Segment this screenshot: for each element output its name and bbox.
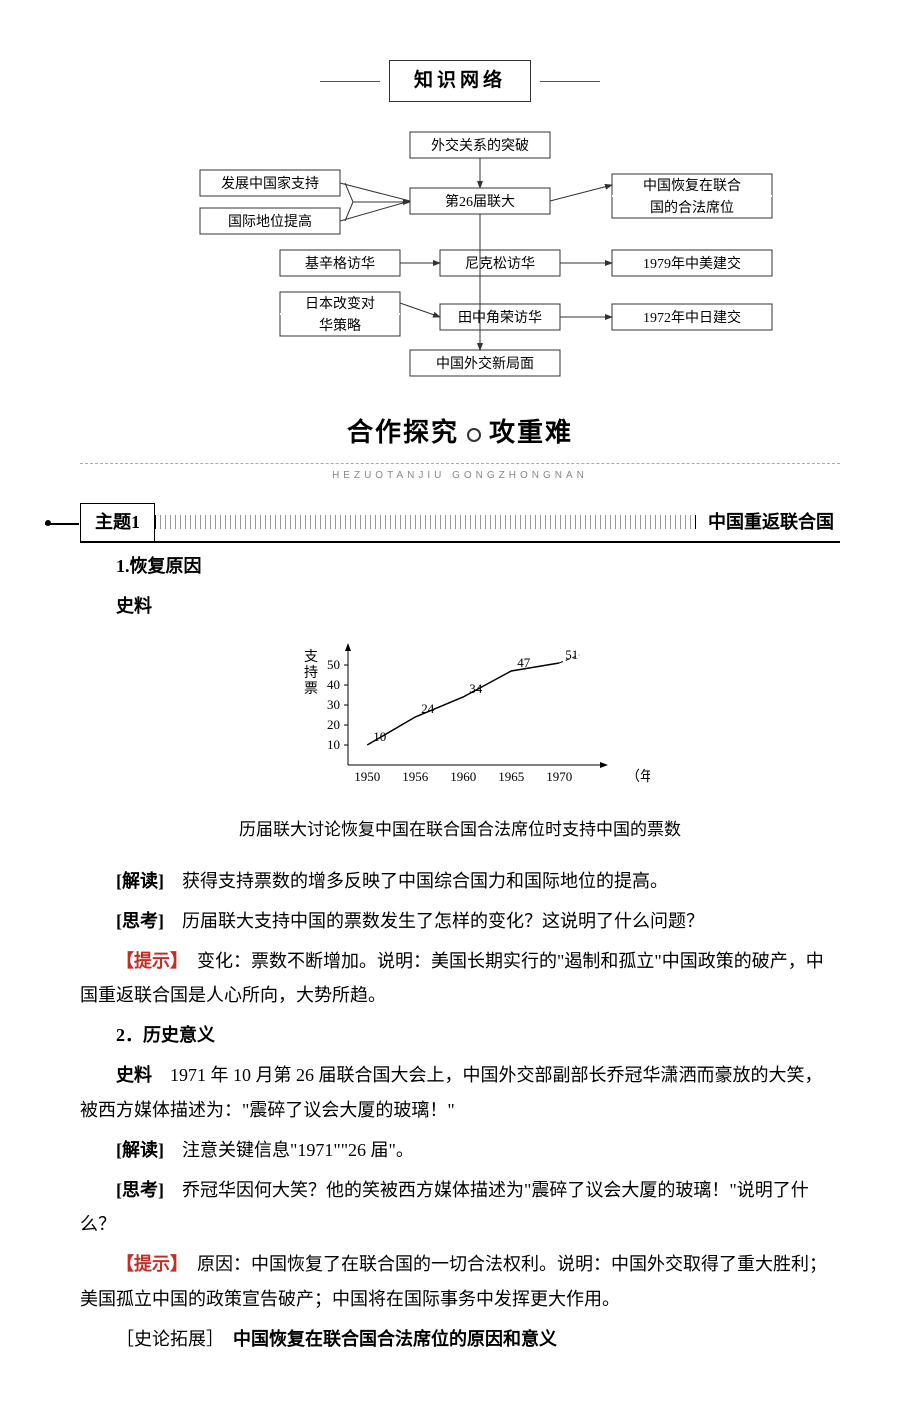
svg-text:田中角荣访华: 田中角荣访华 — [458, 310, 542, 326]
tishi-label: 【提示】 — [116, 951, 179, 971]
s1-jiedu: 获得支持票数的增多反映了中国综合国力和国际地位的提高。 — [182, 871, 668, 891]
svg-text:支: 支 — [304, 649, 318, 665]
svg-text:中国恢复在联合: 中国恢复在联合 — [643, 177, 741, 194]
section-pinyin: HEZUOTANJIU GONGZHONGNAN — [80, 463, 840, 485]
svg-text:尼克松访华: 尼克松访华 — [465, 256, 535, 272]
svg-text:国际地位提高: 国际地位提高 — [228, 213, 312, 230]
svg-text:票: 票 — [304, 682, 318, 697]
s3-row: ［史论拓展］ 中国恢复在联合国合法席位的原因和意义 — [80, 1322, 840, 1356]
svg-text:10: 10 — [373, 729, 386, 744]
topic-tab: 主题1 — [80, 503, 155, 540]
s1-sikao: 历届联大支持中国的票数发生了怎样的变化？这说明了什么问题？ — [182, 911, 704, 931]
jiedu-label: [解读] — [116, 1140, 164, 1160]
sikao-label: [思考] — [116, 1180, 164, 1200]
s2-tishi-row: 【提示】 原因：中国恢复了在联合国的一切合法权利。说明：中国外交取得了重大胜利；… — [80, 1247, 840, 1315]
svg-text:1965: 1965 — [498, 769, 524, 784]
s1-heading: 1.恢复原因 — [80, 549, 840, 583]
svg-text:国的合法席位: 国的合法席位 — [650, 200, 734, 216]
svg-text:1960: 1960 — [450, 769, 476, 784]
topic-title: 中国重返联合国 — [696, 505, 840, 539]
svg-text:20: 20 — [327, 717, 340, 732]
svg-text:1972年中日建交: 1972年中日建交 — [643, 309, 741, 326]
s1-tishi-row: 【提示】 变化：票数不断增加。说明：美国长期实行的"遏制和孤立"中国政策的破产，… — [80, 944, 840, 1012]
svg-text:10: 10 — [327, 737, 340, 752]
s2-sikao-row: [思考] 乔冠华因何大笑？他的笑被西方媒体描述为"震碎了议会大厦的玻璃！"说明了… — [80, 1173, 840, 1241]
ring-icon — [467, 428, 481, 442]
s1-jiedu-row: [解读] 获得支持票数的增多反映了中国综合国力和国际地位的提高。 — [80, 864, 840, 898]
svg-text:（年份）: （年份） — [626, 769, 650, 785]
s1-shiliao: 史料 — [80, 589, 840, 623]
sikao-label: [思考] — [116, 911, 164, 931]
svg-text:34: 34 — [469, 681, 483, 696]
svg-text:50: 50 — [327, 657, 340, 672]
svg-text:1950: 1950 — [354, 769, 380, 784]
s2-shiliao-row: 史料 1971 年 10 月第 26 届联合国大会上，中国外交部副部长乔冠华潇洒… — [80, 1058, 840, 1126]
section-title-right: 攻重难 — [489, 418, 573, 447]
svg-text:30: 30 — [327, 697, 340, 712]
s1-tishi: 变化：票数不断增加。说明：美国长期实行的"遏制和孤立"中国政策的破产，中国重返联… — [80, 951, 824, 1005]
topic-row: 主题1 中国重返联合国 — [80, 503, 840, 542]
s2-tishi: 原因：中国恢复了在联合国的一切合法权利。说明：中国外交取得了重大胜利；美国孤立中… — [80, 1254, 827, 1308]
topic-spacer — [155, 515, 696, 529]
knowledge-banner: 知识网络 — [80, 60, 840, 102]
svg-text:发展中国家支持: 发展中国家支持 — [221, 175, 319, 192]
svg-text:基辛格访华: 基辛格访华 — [305, 255, 375, 272]
svg-text:华策略: 华策略 — [319, 317, 361, 334]
knowledge-banner-label: 知识网络 — [389, 60, 531, 102]
s2-heading: 2．历史意义 — [80, 1018, 840, 1052]
s1-sikao-row: [思考] 历届联大支持中国的票数发生了怎样的变化？这说明了什么问题？ — [80, 904, 840, 938]
chart-caption: 历届联大讨论恢复中国在联合国合法席位时支持中国的票数 — [80, 814, 840, 846]
jiedu-label: [解读] — [116, 871, 164, 891]
s3-text: 中国恢复在联合国合法席位的原因和意义 — [233, 1329, 557, 1349]
svg-text:第26届联大: 第26届联大 — [445, 193, 515, 210]
svg-text:中国外交新局面: 中国外交新局面 — [436, 355, 534, 372]
svg-text:持: 持 — [304, 665, 318, 681]
shilun-label: ［史论拓展］ — [116, 1329, 215, 1349]
section-title: 合作探究 攻重难 — [80, 408, 840, 457]
s2-jiedu: 注意关键信息"1971""26 届"。 — [182, 1140, 414, 1160]
knowledge-flowchart: 外交关系的突破发展中国家支持国际地位提高 第26届联大 中国恢复在联合国的合法席位基… — [80, 122, 840, 384]
svg-text:日本改变对: 日本改变对 — [305, 296, 375, 312]
s2-sl: 1971 年 10 月第 26 届联合国大会上，中国外交部副部长乔冠华潇洒而豪放… — [80, 1065, 823, 1119]
svg-text:外交关系的突破: 外交关系的突破 — [431, 137, 529, 154]
s2-jiedu-row: [解读] 注意关键信息"1971""26 届"。 — [80, 1133, 840, 1167]
section-title-left: 合作探究 — [347, 418, 459, 447]
svg-text:40: 40 — [327, 677, 340, 692]
tishi-label: 【提示】 — [116, 1254, 179, 1274]
s2-sikao: 乔冠华因何大笑？他的笑被西方媒体描述为"震碎了议会大厦的玻璃！"说明了什么？ — [80, 1180, 809, 1234]
svg-text:1956: 1956 — [402, 769, 429, 784]
s2-sl-label: 史料 — [116, 1065, 152, 1085]
svg-text:1970: 1970 — [546, 769, 572, 784]
svg-text:1979年中美建交: 1979年中美建交 — [643, 255, 741, 272]
support-chart: 支持票102030405019501956196019651970（年份）102… — [80, 633, 840, 804]
